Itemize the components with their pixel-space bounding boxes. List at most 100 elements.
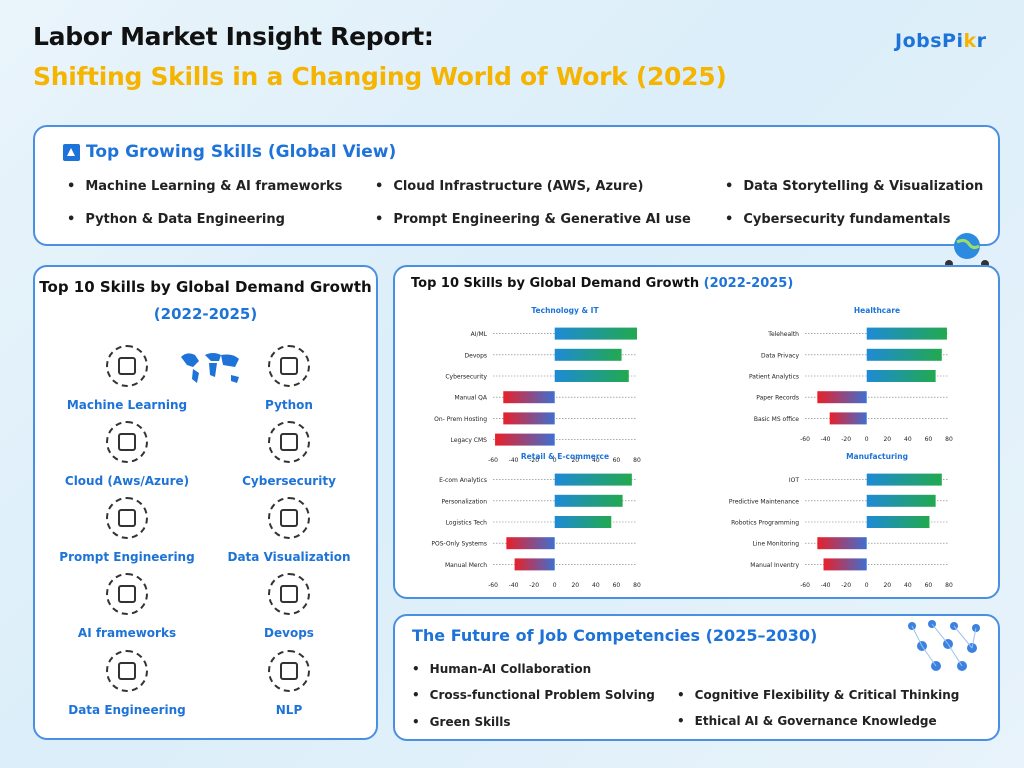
- bar: [817, 537, 867, 550]
- skill-label: Prompt Engineering: [59, 550, 195, 564]
- prompt-icon: [106, 497, 148, 539]
- tick-label: 80: [945, 436, 953, 443]
- future-competencies-card: The Future of Job Competencies (2025–203…: [393, 614, 1000, 741]
- bar: [514, 558, 555, 571]
- bar: [866, 473, 942, 486]
- tick-label: -20: [529, 582, 539, 589]
- tick-label: -60: [488, 582, 498, 589]
- tick-label: -20: [841, 436, 851, 443]
- python-icon: [268, 345, 310, 387]
- category-label: Cybersecurity: [445, 374, 487, 381]
- demand-growth-charts: Technology & IT AI/ML Devops Cybersecurity M…: [431, 306, 953, 589]
- category-label: Telehealth: [767, 331, 799, 338]
- category-label: AI/ML: [471, 331, 488, 338]
- future-item: Cognitive Flexibility & Critical Thinkin…: [677, 688, 960, 702]
- skill-label: AI frameworks: [77, 626, 177, 640]
- category-label: POS-Only Systems: [431, 541, 487, 548]
- category-label: Patient Analytics: [749, 374, 799, 381]
- category-label: E-com Analytics: [439, 477, 487, 484]
- tick-label: 60: [925, 436, 933, 443]
- tick-label: 0: [865, 582, 869, 589]
- bar: [823, 558, 867, 571]
- tick-label: -60: [800, 436, 810, 443]
- ml-icon: [106, 345, 148, 387]
- category-label: Legacy CMS: [451, 437, 488, 444]
- cloud-icon: [106, 421, 148, 463]
- category-label: IOT: [789, 477, 799, 484]
- trend-up-icon: [63, 143, 80, 161]
- subchart-title: Retail & E-commerce: [521, 452, 609, 461]
- bar: [866, 494, 936, 507]
- tick-label: 0: [553, 582, 557, 589]
- tick-label: -60: [488, 457, 498, 464]
- tick-label: -40: [821, 582, 831, 589]
- skill-label: Machine Learning: [66, 398, 188, 412]
- bar: [866, 327, 947, 340]
- tick-label: 80: [945, 582, 953, 589]
- skills-panel-subtitle: (2022-2025): [153, 305, 258, 323]
- category-label: Predictive Maintenance: [729, 498, 799, 505]
- tick-label: -40: [821, 436, 831, 443]
- top-skill-item: Prompt Engineering & Generative AI use: [375, 212, 691, 227]
- bar: [495, 433, 555, 446]
- tick-label: -20: [529, 457, 539, 464]
- category-label: Manual QA: [454, 395, 487, 402]
- tick-label: 60: [925, 582, 933, 589]
- tick-label: 20: [571, 457, 579, 464]
- skill-label: Python: [265, 398, 313, 412]
- tick-label: 20: [883, 582, 891, 589]
- tick-label: 40: [904, 436, 912, 443]
- bar: [503, 391, 555, 404]
- skill-label: Data Visualization: [227, 550, 351, 564]
- tick-label: 60: [613, 457, 621, 464]
- bar: [503, 412, 555, 425]
- bar: [866, 370, 936, 382]
- skill-label: Cybersecurity: [242, 474, 336, 488]
- future-item: Cross-functional Problem Solving: [412, 688, 655, 702]
- chart-panel-title: Top 10 Skills by Global Demand Growth (2…: [411, 276, 794, 291]
- bar: [554, 494, 623, 507]
- cybersecurity-icon: [268, 421, 310, 463]
- tick-label: 0: [865, 436, 869, 443]
- bar: [817, 391, 867, 404]
- tick-label: 0: [553, 457, 557, 464]
- top-skill-item: Machine Learning & AI frameworks: [67, 179, 342, 194]
- skills-panel-title: Top 10 Skills by Global Demand Growth: [39, 278, 372, 296]
- tick-label: 60: [613, 582, 621, 589]
- future-competencies-title: The Future of Job Competencies (2025–203…: [412, 626, 818, 645]
- tick-label: 40: [592, 582, 600, 589]
- category-label: On- Prem Hosting: [434, 416, 487, 423]
- category-label: Logistics Tech: [446, 520, 487, 527]
- nlp-icon: [268, 650, 310, 692]
- skill-label: Devops: [264, 626, 314, 640]
- bar: [554, 516, 612, 528]
- future-item: Human-AI Collaboration: [412, 662, 592, 676]
- category-label: Paper Records: [756, 395, 799, 402]
- tick-label: 20: [883, 436, 891, 443]
- subchart-title: Healthcare: [854, 306, 900, 315]
- skill-label: Data Engineering: [68, 703, 186, 717]
- category-label: Personalization: [442, 498, 488, 505]
- subchart-title: Technology & IT: [531, 306, 599, 315]
- top-skill-item: Cybersecurity fundamentals: [725, 212, 950, 227]
- devops-icon: [268, 573, 310, 615]
- tick-label: -40: [509, 582, 519, 589]
- tick-label: 80: [633, 582, 641, 589]
- category-label: Line Monitoring: [753, 541, 800, 548]
- bar: [554, 327, 637, 340]
- future-item: Green Skills: [412, 715, 511, 729]
- report-title: Labor Market Insight Report:: [33, 22, 434, 51]
- category-label: Manual Inventry: [750, 562, 799, 569]
- people-network-illustration: [908, 620, 980, 671]
- category-label: Manual Merch: [445, 562, 487, 569]
- subchart-title: Manufacturing: [846, 452, 908, 461]
- tick-label: 40: [904, 582, 912, 589]
- category-label: Basic MS office: [754, 416, 799, 423]
- category-label: Data Privacy: [761, 352, 799, 359]
- tick-label: 20: [571, 582, 579, 589]
- data-engineering-icon: [106, 650, 148, 692]
- future-item: Ethical AI & Governance Knowledge: [677, 714, 937, 728]
- bar: [554, 370, 629, 382]
- top-skill-item: Cloud Infrastructure (AWS, Azure): [375, 179, 643, 194]
- report-subtitle: Shifting Skills in a Changing World of W…: [33, 62, 727, 91]
